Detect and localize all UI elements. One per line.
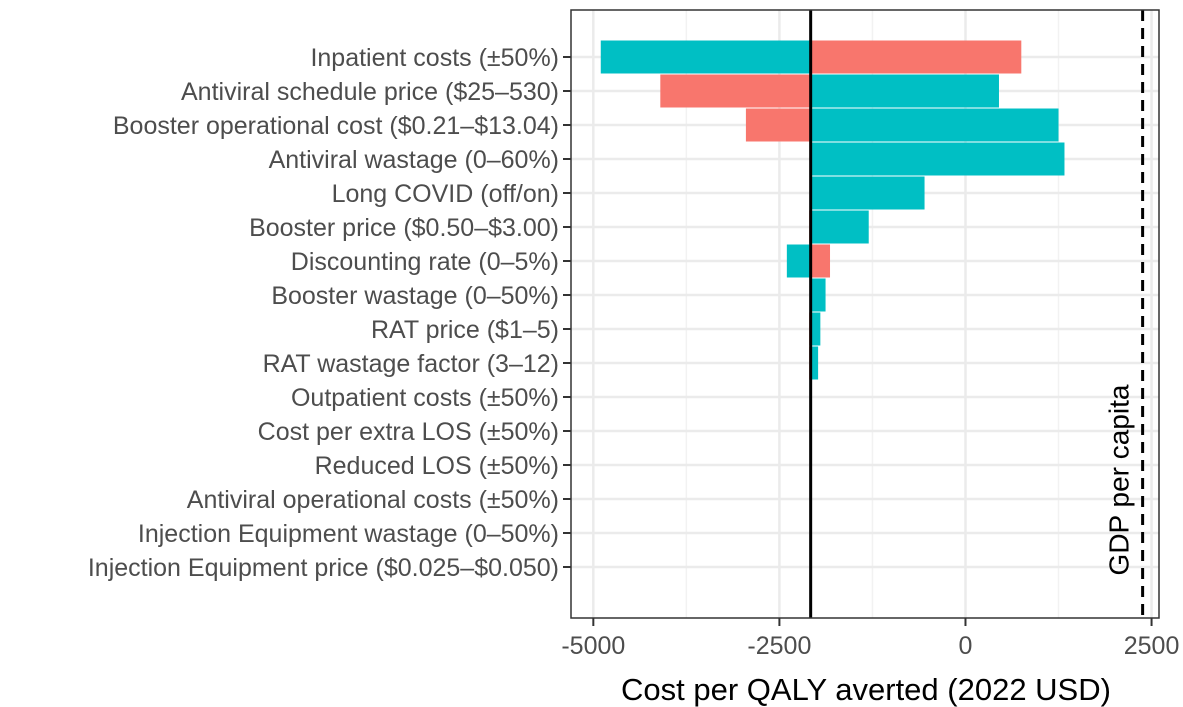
category-label: Reduced LOS (±50%) (315, 452, 559, 480)
category-label: Inpatient costs (±50%) (310, 44, 559, 72)
category-label: Discounting rate (0–5%) (291, 248, 559, 276)
bar (810, 244, 831, 278)
x-axis-title: Cost per QALY averted (2022 USD) (621, 672, 1111, 707)
bar (810, 278, 826, 312)
category-label: Long COVID (off/on) (332, 180, 559, 208)
category-label: RAT wastage factor (3–12) (263, 350, 559, 378)
category-labels: Inpatient costs (±50%) Antiviral schedule… (88, 44, 571, 582)
x-axis-ticks: -5000 -2500 0 2500 (561, 618, 1179, 660)
gdp-reference-label: GDP per capita (1104, 384, 1135, 575)
x-tick-label: 2500 (1124, 632, 1180, 660)
x-tick-label: 0 (959, 632, 973, 660)
bar (810, 74, 999, 108)
bars (600, 40, 1065, 380)
bar (660, 74, 811, 108)
category-label: Cost per extra LOS (±50%) (258, 418, 559, 446)
category-label: RAT price ($1–5) (371, 316, 559, 344)
category-label: Antiviral wastage (0–60%) (269, 146, 559, 174)
bar (810, 312, 821, 346)
category-label: Booster operational cost ($0.21–$13.04) (113, 112, 559, 140)
bar (810, 346, 819, 380)
category-label: Antiviral schedule price ($25–530) (181, 78, 559, 106)
bar (786, 244, 811, 278)
bar (810, 142, 1065, 176)
category-label: Injection Equipment price ($0.025–$0.050… (88, 554, 559, 582)
bar (810, 108, 1059, 142)
category-label: Booster price ($0.50–$3.00) (249, 214, 559, 242)
bar (600, 40, 811, 74)
bar (810, 40, 1022, 74)
bar (810, 210, 869, 244)
category-label: Booster wastage (0–50%) (271, 282, 559, 310)
bar (810, 176, 925, 210)
category-label: Outpatient costs (±50%) (291, 384, 559, 412)
category-label: Antiviral operational costs (±50%) (187, 486, 559, 514)
panel-border (570, 9, 1160, 619)
bar (745, 108, 811, 142)
reference-lines: GDP per capita (809, 10, 1145, 618)
x-tick-label: -5000 (561, 632, 625, 660)
x-tick-label: -2500 (747, 632, 811, 660)
category-label: Injection Equipment wastage (0–50%) (138, 520, 559, 548)
